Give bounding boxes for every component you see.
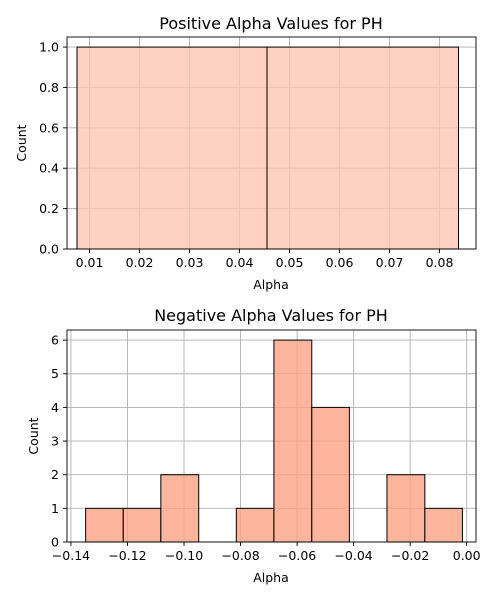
x-axis-ticks: −0.14 −0.12 −0.10 −0.08 −0.06 −0.04 −0.02 0.00 [52, 542, 481, 563]
y-tick-label: 0 [51, 535, 59, 550]
x-axis-ticks: 0.01 0.02 0.03 0.04 0.05 0.06 0.07 0.08 [76, 249, 454, 270]
x-tick-label: −0.10 [165, 548, 203, 563]
plot-frame [66, 329, 477, 543]
x-tick-label: −0.02 [391, 548, 429, 563]
chart-title: Negative Alpha Values for PH [154, 306, 388, 325]
histogram-bar [386, 474, 426, 543]
y-axis-ticks: 0.0 0.2 0.4 0.6 0.8 1.0 [39, 40, 67, 257]
histogram-bar [424, 507, 463, 543]
negative-alpha-histogram: Negative Alpha Values for PH −0.14 −0.12−… [26, 306, 481, 585]
y-tick-label: 0.6 [39, 120, 59, 135]
positive-alpha-histogram: Positive Alpha Values for PH 0.01 0.02 0.0… [14, 14, 477, 292]
y-tick-label: 1 [51, 501, 59, 516]
histogram-bar [235, 507, 275, 543]
y-tick-label: 2 [51, 467, 59, 482]
y-tick-label: 4 [51, 400, 59, 415]
x-tick-label: −0.06 [278, 548, 316, 563]
histogram-bar [122, 507, 162, 543]
y-tick-label: 0.4 [39, 161, 59, 176]
x-tick-label: −0.04 [334, 548, 372, 563]
plot-frame [66, 36, 477, 250]
y-tick-label: 1.0 [39, 40, 59, 55]
x-tick-label: 0.02 [126, 255, 154, 270]
x-axis-label: Alpha [253, 570, 289, 585]
y-axis-label: Count [26, 417, 41, 454]
y-tick-label: 3 [51, 434, 59, 449]
histogram-bar [273, 339, 313, 543]
x-tick-label: 0.00 [453, 548, 481, 563]
y-tick-label: 0.2 [39, 201, 59, 216]
y-axis-label: Count [14, 124, 29, 161]
x-tick-label: 0.01 [76, 255, 104, 270]
x-tick-label: 0.07 [376, 255, 404, 270]
y-tick-label: 6 [51, 333, 59, 348]
x-tick-label: 0.06 [326, 255, 354, 270]
histogram-bar [266, 46, 459, 250]
histogram-bar [76, 46, 268, 250]
y-axis-ticks: 0 1 2 3 4 5 6 [51, 333, 67, 550]
chart-title: Positive Alpha Values for PH [159, 14, 382, 33]
x-tick-label: −0.14 [52, 548, 90, 563]
x-tick-label: 0.08 [426, 255, 454, 270]
histogram-bar [311, 406, 350, 543]
y-tick-label: 0.8 [39, 80, 59, 95]
x-tick-label: −0.12 [108, 548, 146, 563]
x-axis-label: Alpha [253, 277, 289, 292]
x-tick-label: 0.03 [176, 255, 204, 270]
y-tick-label: 0.0 [39, 242, 59, 257]
histogram-bar [160, 474, 200, 543]
x-tick-label: −0.08 [221, 548, 259, 563]
x-tick-label: 0.05 [276, 255, 304, 270]
y-tick-label: 5 [51, 366, 59, 381]
histogram-bar [85, 507, 124, 543]
histogram-bars [76, 46, 459, 250]
x-tick-label: 0.04 [226, 255, 254, 270]
